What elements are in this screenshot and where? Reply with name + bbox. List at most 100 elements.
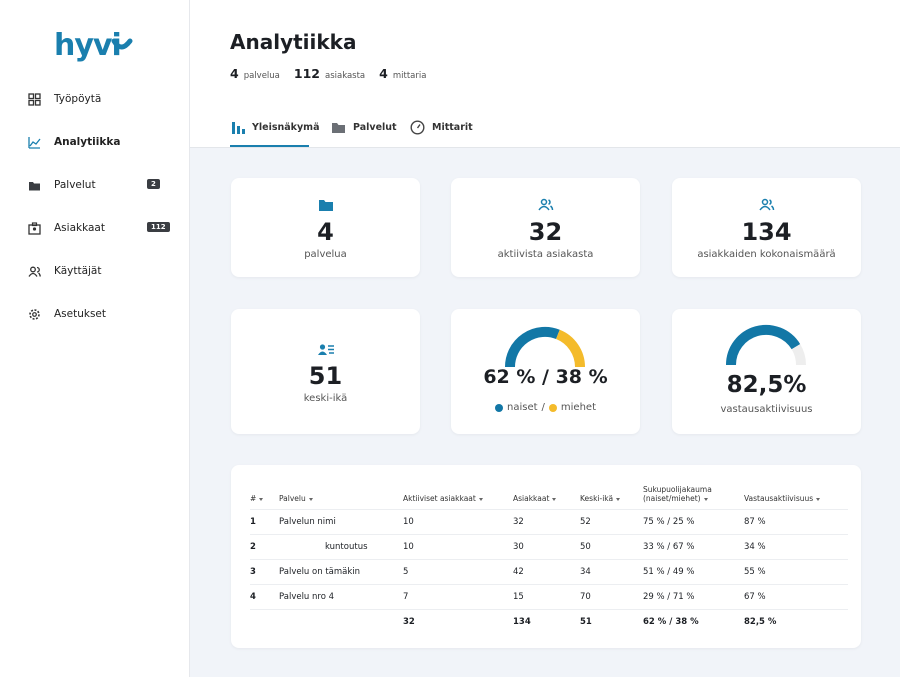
legend-dot xyxy=(548,403,557,412)
table-cell: 51 xyxy=(580,609,643,634)
cell-text: Palvelu nro 4 xyxy=(279,592,335,602)
card-value: 82,5% xyxy=(726,372,807,398)
cell-text: 75 % / 25 % xyxy=(643,517,695,527)
legend-dot xyxy=(495,403,503,412)
icon xyxy=(28,221,41,235)
cell-text: 4 xyxy=(250,592,256,602)
logo-text: hyvi xyxy=(54,28,121,63)
nav-item[interactable]: Käyttäjät xyxy=(28,263,102,279)
nav-item[interactable]: Asiakkaat 112 xyxy=(28,220,170,236)
stat-value: 112 xyxy=(293,66,320,81)
cell-text: 67 % xyxy=(744,592,766,602)
column-header[interactable]: Vastausaktiivisuus xyxy=(744,481,848,510)
cell-text: 51 % / 49 % xyxy=(643,567,695,577)
table-cell: 75 % / 25 % xyxy=(643,509,744,535)
gauge-legend: naiset / miehet xyxy=(451,402,640,413)
cell-text: 1 xyxy=(250,517,256,527)
card-label: aktiivista asiakasta xyxy=(497,249,594,260)
cell-text: 3 xyxy=(250,567,256,577)
tab[interactable]: Mittarit xyxy=(410,119,473,135)
cell-text: 134 xyxy=(513,617,531,627)
card-value: 32 xyxy=(528,218,563,246)
nav-item[interactable]: Analytiikka xyxy=(28,134,120,150)
table-cell: 82,5 % xyxy=(744,609,848,634)
nav-label: Käyttäjät xyxy=(54,265,102,277)
table-cell: 52 xyxy=(580,509,643,535)
column-header[interactable]: Sukupuolijakauma (naiset/miehet) xyxy=(643,481,744,510)
response-gauge xyxy=(725,324,807,366)
gauge-arc xyxy=(504,326,560,368)
column-label: Vastausaktiivisuus xyxy=(744,494,820,503)
cell-text: 32 xyxy=(403,617,415,627)
table-card: # Palvelu Aktiiviset asiakkaat Asiakkaat Kes… xyxy=(231,465,861,648)
column-header[interactable]: # xyxy=(250,481,279,510)
nav-item[interactable]: Palvelut 2 xyxy=(28,177,168,193)
card-label: vastausaktiivisuus xyxy=(720,404,813,415)
cell-text: Palvelun nimi xyxy=(279,517,336,527)
table-cell: 67 % xyxy=(744,584,848,610)
table-cell: 34 xyxy=(580,559,643,585)
column-header[interactable]: Palvelu xyxy=(279,481,403,510)
card-value: 51 xyxy=(308,362,343,390)
card-value: 4 xyxy=(317,218,334,246)
card-value: 62 % / 38 % xyxy=(483,366,608,388)
table-cell: 10 xyxy=(403,534,513,560)
cell-text: 42 xyxy=(513,567,524,577)
table-cell: 3 xyxy=(250,559,279,585)
table-cell xyxy=(250,609,279,634)
cell-text: 10 xyxy=(403,517,414,527)
stat-value: 4 xyxy=(230,66,239,81)
column-header[interactable]: Aktiiviset asiakkaat xyxy=(403,481,513,510)
table-row[interactable]: 2 kuntoutus 10 30 50 33 % / 67 % 34 % xyxy=(250,534,848,560)
table-cell: 4 xyxy=(250,584,279,610)
table-cell: 30 xyxy=(513,534,580,560)
nav-label: Työpöytä xyxy=(54,93,102,105)
column-label: Asiakkaat xyxy=(513,494,556,503)
stat-label: mittaria xyxy=(392,71,427,81)
legend-separator: / xyxy=(541,402,545,413)
icon xyxy=(410,119,425,135)
icon xyxy=(317,344,334,355)
cell-text: 82,5 % xyxy=(744,617,777,627)
table-row[interactable]: 1 Palvelun nimi 10 32 52 75 % / 25 % 87 % xyxy=(250,509,848,535)
stat-card: 134 asiakkaiden kokonaismäärä xyxy=(672,178,861,277)
nav-label: Analytiikka xyxy=(54,136,121,148)
table-cell: Palvelu nro 4 xyxy=(279,584,403,610)
table-cell: 32 xyxy=(403,609,513,634)
column-label: Sukupuolijakauma (naiset/miehet) xyxy=(643,485,723,503)
nav-badge: 2 xyxy=(147,179,160,189)
tab[interactable]: Yleisnäkymä xyxy=(232,120,319,134)
table-cell: 50 xyxy=(580,534,643,560)
nav-label: Palvelut xyxy=(54,179,96,191)
table-cell: 5 xyxy=(403,559,513,585)
tab-label: Mittarit xyxy=(432,121,473,133)
table-cell: 10 xyxy=(403,509,513,535)
table-cell: kuntoutus xyxy=(279,534,403,560)
card-value: 134 xyxy=(741,218,792,246)
cell-text: 5 xyxy=(403,567,409,577)
table-row[interactable]: 4 Palvelu nro 4 7 15 70 29 % / 71 % 67 % xyxy=(250,584,848,610)
icon xyxy=(29,181,40,190)
cell-text: 51 xyxy=(580,617,592,627)
cell-text: 52 xyxy=(580,517,591,527)
table-header: # Palvelu Aktiiviset asiakkaat Asiakkaat Kes… xyxy=(250,481,848,510)
cell-text: 32 xyxy=(513,517,524,527)
tab-label: Palvelut xyxy=(353,121,397,133)
stat-card: 4 palvelua xyxy=(231,178,420,277)
table-cell: 33 % / 67 % xyxy=(643,534,744,560)
table-row[interactable]: 3 Palvelu on tämäkin 5 42 34 51 % / 49 % 55 % xyxy=(250,559,848,585)
gender-gauge xyxy=(504,326,586,368)
column-header[interactable]: Asiakkaat xyxy=(513,481,580,510)
nav-item[interactable]: Työpöytä xyxy=(28,91,101,107)
nav-item[interactable]: Asetukset xyxy=(28,306,106,322)
card-label: asiakkaiden kokonaismäärä xyxy=(697,249,836,260)
column-header[interactable]: Keski-ikä xyxy=(580,481,643,510)
gauge-arc xyxy=(791,344,807,366)
cell-text: 33 % / 67 % xyxy=(643,542,695,552)
table-cell: 62 % / 38 % xyxy=(643,609,744,634)
cell-text: 55 % xyxy=(744,567,766,577)
icon xyxy=(318,200,333,211)
tab[interactable]: Palvelut xyxy=(331,120,397,134)
cell-text: 34 % xyxy=(744,542,766,552)
nav-badge: 112 xyxy=(147,222,170,232)
